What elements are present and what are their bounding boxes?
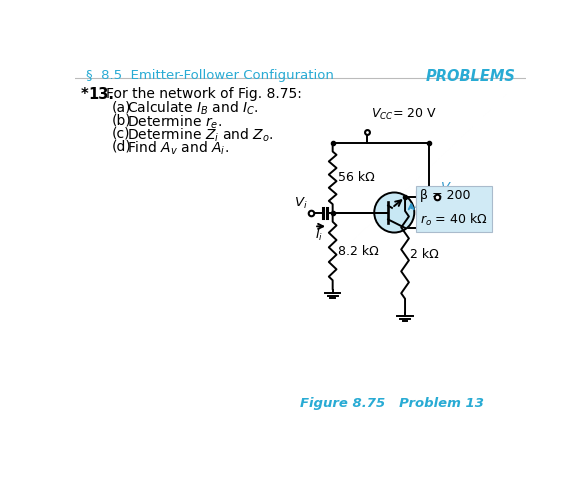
Text: $I_i$: $I_i$ [315,228,323,243]
Text: Determine $r_e$.: Determine $r_e$. [127,113,222,130]
Text: (c): (c) [112,126,130,140]
Text: Figure 8.75   Problem 13: Figure 8.75 Problem 13 [300,397,484,411]
Text: (d): (d) [112,139,131,153]
Text: $V_{CC}$= 20 V: $V_{CC}$= 20 V [371,107,437,123]
Text: β = 200
$r_o$ = 40 kΩ: β = 200 $r_o$ = 40 kΩ [420,189,488,228]
Text: 8.2 kΩ: 8.2 kΩ [338,245,379,257]
Text: §  8.5  Emitter-Follower Configuration: § 8.5 Emitter-Follower Configuration [86,69,334,82]
Text: 2 kΩ: 2 kΩ [410,248,439,261]
Circle shape [374,193,414,233]
Text: 56 kΩ: 56 kΩ [338,171,375,184]
Text: 13.: 13. [88,87,115,102]
Text: Determine $Z_i$ and $Z_o$.: Determine $Z_i$ and $Z_o$. [127,126,273,144]
Text: $V_i$: $V_i$ [294,196,308,211]
Text: Calculate $I_B$ and $I_C$.: Calculate $I_B$ and $I_C$. [127,100,258,118]
Text: Find $A_v$ and $A_i$.: Find $A_v$ and $A_i$. [127,139,229,157]
Text: PROBLEMS: PROBLEMS [425,69,515,84]
Text: $V_o$: $V_o$ [440,180,456,196]
Text: For the network of Fig. 8.75:: For the network of Fig. 8.75: [105,87,301,101]
Text: $I_o$: $I_o$ [414,198,424,213]
Text: (b): (b) [112,113,131,127]
Text: *: * [81,87,88,102]
Text: (a): (a) [112,100,131,114]
